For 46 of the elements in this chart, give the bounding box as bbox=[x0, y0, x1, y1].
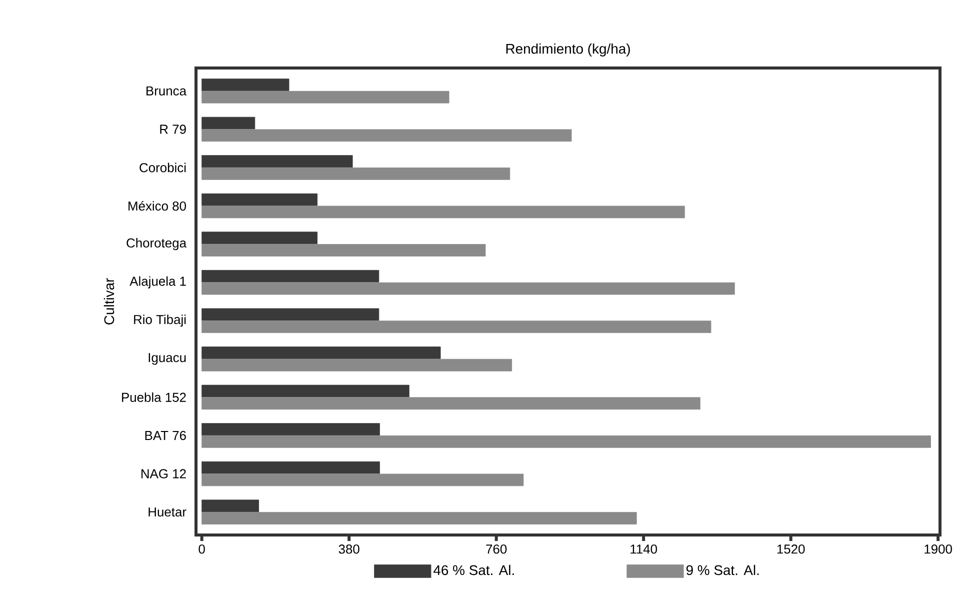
bar bbox=[202, 155, 353, 168]
y-tick-label: Chorotega bbox=[126, 238, 186, 250]
bar bbox=[202, 129, 572, 142]
y-tick-label: Huetar bbox=[148, 508, 186, 517]
bar bbox=[202, 384, 410, 398]
x-tick-label: 380 bbox=[338, 544, 360, 554]
bar bbox=[202, 346, 441, 359]
y-axis-title: Cultivar bbox=[104, 278, 114, 324]
y-tick-label: Rio Tibaji bbox=[134, 314, 186, 327]
bar bbox=[202, 358, 512, 372]
y-tick-label: Puebla 152 bbox=[122, 392, 186, 402]
y-tick-label: R 79 bbox=[160, 124, 186, 134]
x-axis-title: Rendimiento (kg/ha) bbox=[506, 44, 630, 57]
bar bbox=[202, 78, 290, 91]
y-tick-label: BAT 76 bbox=[145, 430, 186, 440]
y-tick-label: Iguacu bbox=[148, 353, 186, 365]
y-tick-label: Brunca bbox=[146, 86, 186, 96]
bar bbox=[202, 423, 380, 436]
y-tick-label: NAG 12 bbox=[141, 469, 186, 478]
x-tick-label: 1900 bbox=[924, 544, 952, 554]
bar bbox=[202, 320, 712, 333]
legend-label: 9 % Sat. Al. bbox=[686, 564, 759, 576]
legend-label: 46 % Sat. Al. bbox=[433, 564, 514, 576]
bar bbox=[202, 397, 700, 410]
x-tick-label: 1140 bbox=[630, 544, 657, 554]
bar bbox=[202, 232, 318, 244]
bar bbox=[202, 206, 685, 218]
bar bbox=[202, 282, 735, 295]
bar bbox=[202, 308, 380, 321]
bar bbox=[202, 168, 510, 180]
bar bbox=[202, 116, 256, 130]
bar bbox=[202, 244, 486, 256]
x-tick-label: 1520 bbox=[777, 544, 805, 554]
y-tick-label: México 80 bbox=[128, 200, 186, 211]
y-tick-label: Alajuela 1 bbox=[130, 276, 186, 288]
x-tick-label: 760 bbox=[486, 544, 507, 554]
bar bbox=[202, 500, 259, 512]
bar bbox=[202, 474, 524, 486]
y-tick-label: Corobici bbox=[140, 162, 186, 172]
bar bbox=[202, 90, 450, 104]
bar bbox=[202, 461, 380, 474]
bar bbox=[202, 270, 380, 282]
x-tick-label: 0 bbox=[198, 544, 205, 554]
bar bbox=[202, 435, 931, 448]
bar bbox=[202, 512, 637, 524]
bar bbox=[202, 193, 318, 206]
